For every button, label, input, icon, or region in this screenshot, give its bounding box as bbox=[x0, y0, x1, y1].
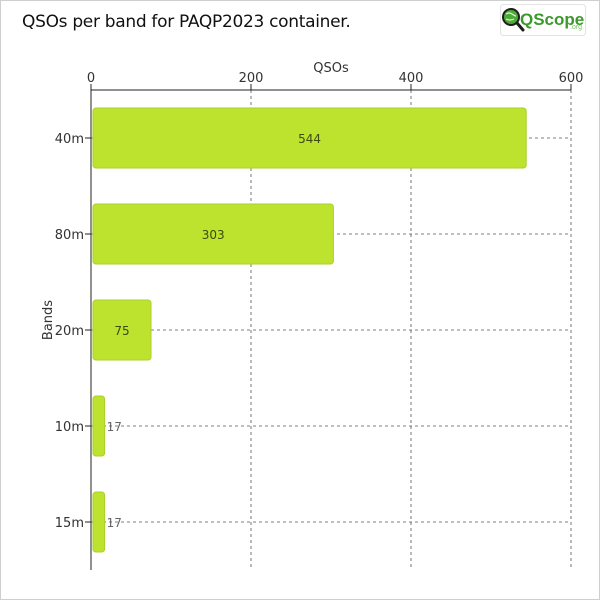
logo-text: QScope bbox=[520, 10, 584, 29]
category-label: 10m bbox=[55, 420, 84, 435]
qscope-logo[interactable]: QScope .org bbox=[500, 4, 586, 36]
bar[interactable] bbox=[92, 491, 106, 553]
bar[interactable] bbox=[92, 107, 527, 169]
bars: 544 303 75 17 17 bbox=[92, 107, 527, 553]
data-label: 75 bbox=[114, 324, 129, 338]
x-axis-label: QSOs bbox=[313, 61, 349, 76]
data-label: 544 bbox=[298, 132, 321, 146]
bar[interactable] bbox=[92, 299, 152, 361]
bar[interactable] bbox=[92, 395, 106, 457]
x-tick-label: 200 bbox=[239, 71, 264, 86]
category-label: 15m bbox=[55, 516, 84, 531]
x-tick-label: 600 bbox=[559, 71, 584, 86]
data-label: 17 bbox=[107, 420, 122, 434]
category-label: 40m bbox=[55, 132, 84, 147]
x-tick-label: 0 bbox=[87, 71, 95, 86]
magnifier-globe-icon bbox=[502, 8, 525, 32]
axes: 0 200 400 600 40m 80m 20m 10m 15m bbox=[55, 71, 584, 570]
chart-title: QSOs per band for PAQP2023 container. bbox=[22, 12, 351, 32]
category-label: 20m bbox=[55, 324, 84, 339]
y-axis-label: Bands bbox=[41, 300, 56, 340]
data-label: 17 bbox=[107, 516, 122, 530]
category-label: 80m bbox=[55, 228, 84, 243]
x-tick-label: 400 bbox=[399, 71, 424, 86]
logo-suffix: .org bbox=[570, 24, 582, 31]
data-label: 303 bbox=[202, 228, 225, 242]
bar[interactable] bbox=[92, 203, 334, 265]
